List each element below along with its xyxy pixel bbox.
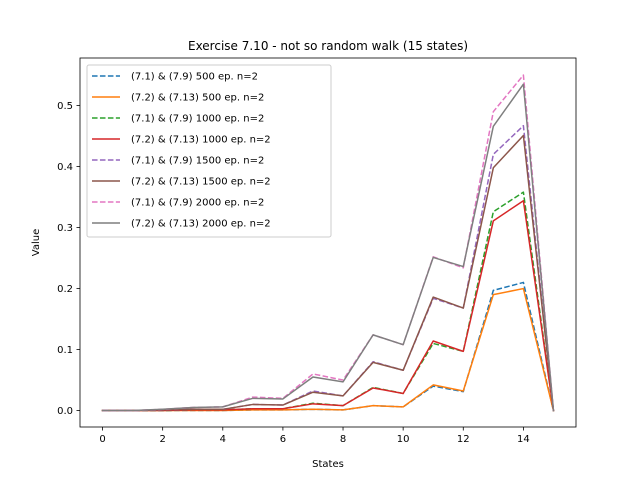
legend-label: (7.1) & (7.9) 2000 ep. n=2 [131, 198, 264, 209]
legend-label: (7.2) & (7.13) 500 ep. n=2 [131, 93, 264, 104]
legend-label: (7.1) & (7.9) 1000 ep. n=2 [131, 114, 264, 125]
series-line-6 [101, 134, 555, 412]
x-tick-label: 10 [397, 434, 410, 445]
legend-label: (7.1) & (7.9) 1500 ep. n=2 [131, 156, 264, 167]
series-line-8 [101, 83, 555, 412]
legend-label: (7.1) & (7.9) 500 ep. n=2 [131, 72, 258, 83]
axes-frame [79, 57, 577, 428]
legend-label: (7.2) & (7.13) 1000 ep. n=2 [131, 135, 271, 146]
x-tick-label: 2 [159, 434, 165, 445]
y-tick-label: 0.5 [57, 101, 73, 112]
legend: (7.1) & (7.9) 500 ep. n=2 (7.2) & (7.13) … [86, 64, 332, 238]
x-axis-label: States [312, 459, 344, 470]
y-tick-label: 0.1 [57, 345, 73, 356]
y-tick-label: 0.4 [57, 162, 73, 173]
chart-title: Exercise 7.10 - not so random walk (15 s… [188, 39, 468, 53]
y-tick-label: 0.2 [57, 284, 73, 295]
legend-label: (7.2) & (7.13) 1500 ep. n=2 [131, 177, 271, 188]
x-tick-label: 14 [517, 434, 530, 445]
x-tick-label: 8 [340, 434, 346, 445]
legend-entries: (7.1) & (7.9) 500 ep. n=2 (7.2) & (7.13) … [92, 72, 271, 230]
y-tick-label: 0.3 [57, 223, 73, 234]
y-axis-label: Value [31, 229, 42, 256]
legend-box [86, 64, 332, 238]
series-layer [101, 74, 555, 412]
ticks-layer: 0 2 4 6 8 10 12 14 0.0 0.1 0.2 0.3 0.4 0.5 [57, 101, 530, 445]
x-tick-label: 0 [99, 434, 105, 445]
x-tick-label: 4 [220, 434, 226, 445]
x-tick-label: 12 [457, 434, 470, 445]
y-tick-label: 0.0 [57, 406, 73, 417]
x-tick-label: 6 [280, 434, 286, 445]
legend-label: (7.2) & (7.13) 2000 ep. n=2 [131, 219, 271, 230]
